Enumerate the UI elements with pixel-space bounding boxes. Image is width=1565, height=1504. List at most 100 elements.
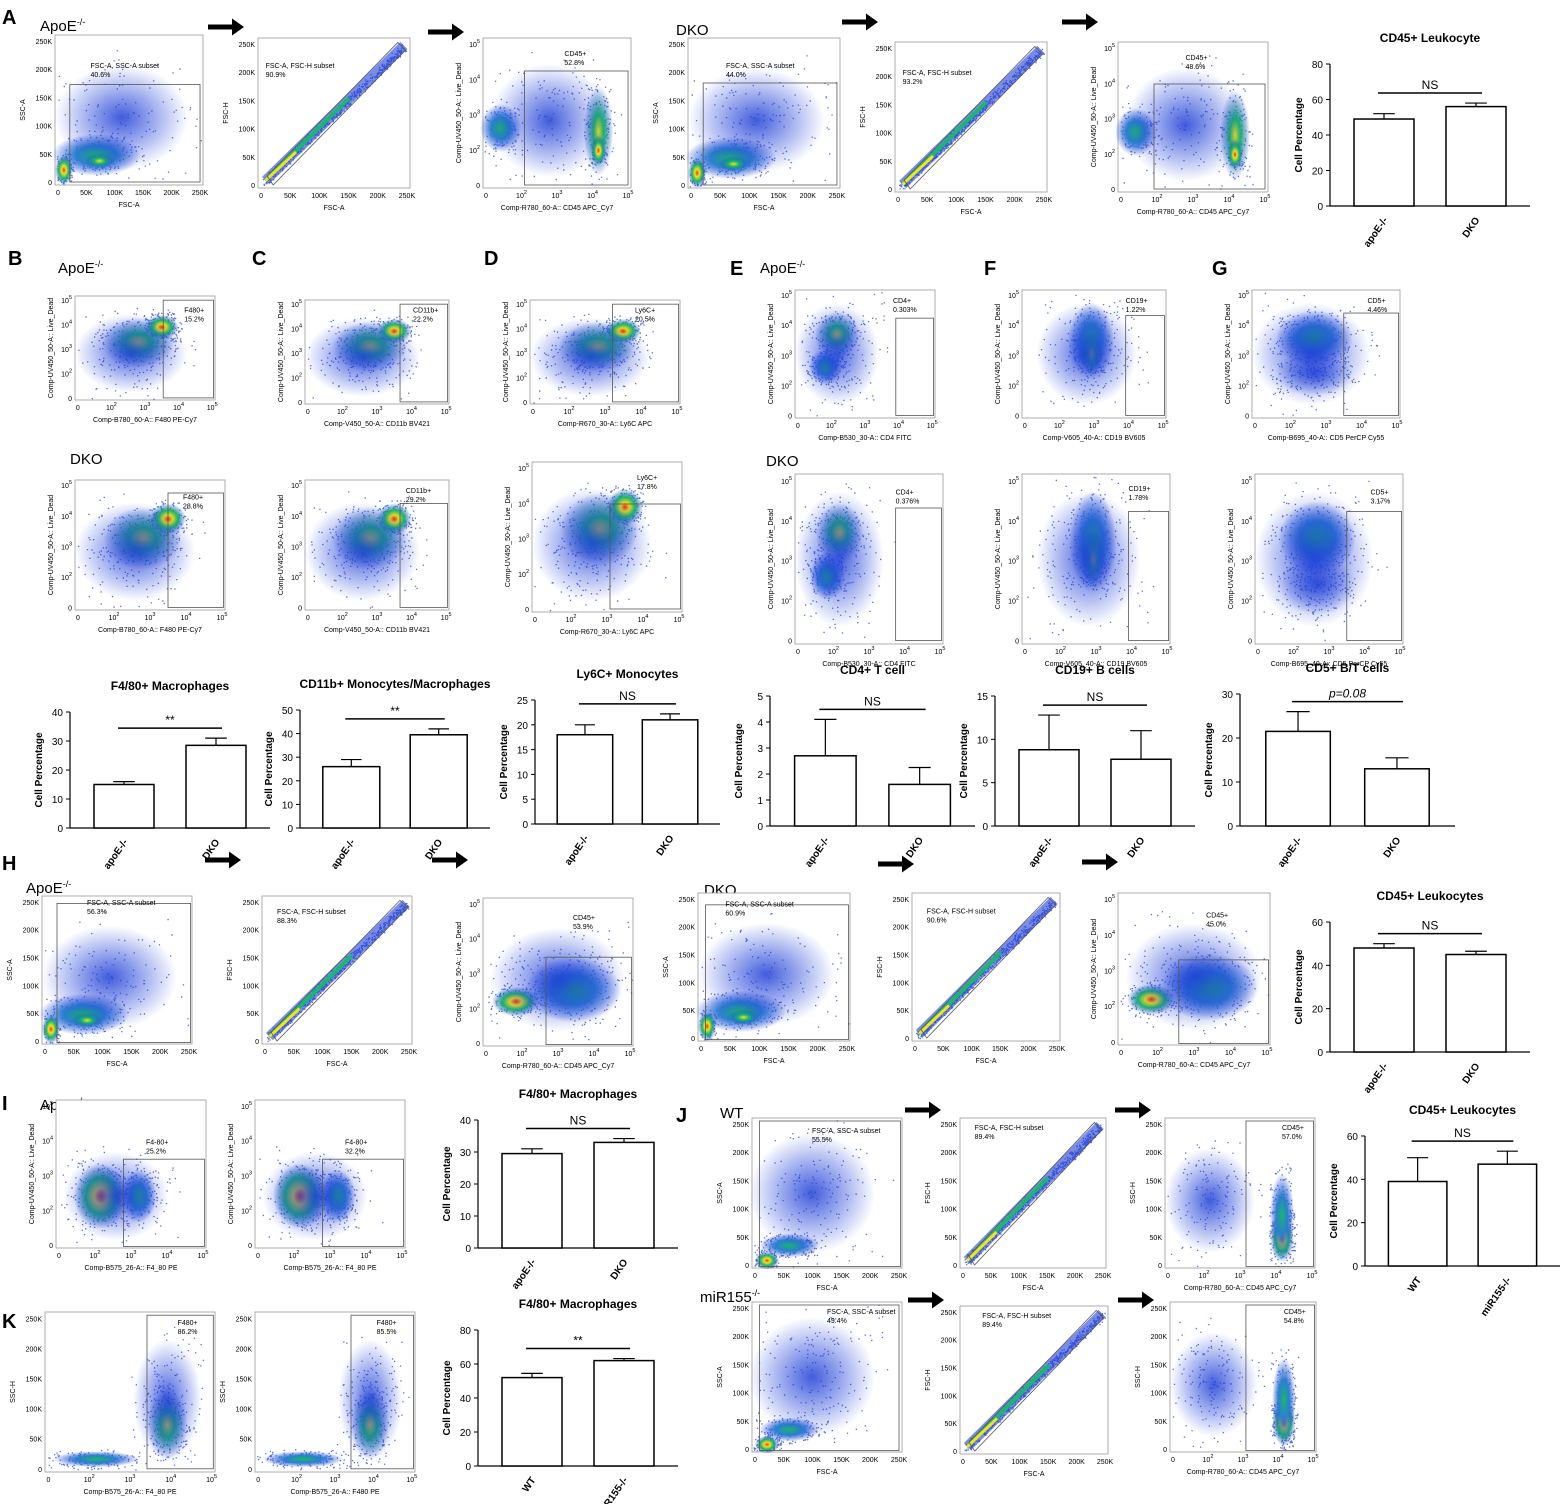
gate-rectangle — [1245, 1304, 1315, 1451]
flow-plot-J1: FSC-A, SSC-A subset 55.5% 0 50K 100K 150K 200K… — [717, 1117, 907, 1292]
tick-label: 103 — [860, 420, 871, 430]
gate-percentage: 60.9% — [725, 910, 745, 917]
y-axis-label: SSC-A — [20, 99, 27, 121]
gate-rectangle — [167, 492, 224, 608]
tick-label: 150K — [977, 197, 994, 204]
tick-label: 102 — [1199, 1270, 1210, 1280]
tick-label: 0 — [259, 193, 263, 200]
y-tick-label: 40 — [1312, 961, 1324, 972]
arrow — [1118, 1291, 1154, 1309]
x-axis-label: FSC-A — [754, 205, 775, 212]
gate-rectangle — [545, 956, 632, 1045]
gate-name: FSC-A, FSC-H subset — [982, 1313, 1051, 1320]
tick-label: 102 — [1285, 420, 1296, 430]
gate-name: CD4+ — [896, 489, 914, 496]
tick-label: 0 — [888, 187, 892, 194]
flow-plot-H3: CD45+ 53.9% 0 102 103 104 105 0 102 103 104 105 Comp… — [456, 897, 635, 1070]
tick-label: 250K — [941, 1122, 958, 1129]
tick-label: 102 — [517, 1048, 528, 1058]
tick-label: 150K — [236, 1377, 253, 1384]
gate-percentage: 53.9% — [573, 924, 593, 931]
tick-label: 0 — [76, 405, 80, 412]
gate-name: CD19+ — [1129, 486, 1151, 493]
tick-label: 100K — [239, 127, 256, 134]
tick-label: 105 — [291, 299, 302, 309]
tick-label: 104 — [1008, 320, 1019, 330]
y-tick-label: 0 — [982, 822, 988, 833]
tick-label: 103 — [1238, 350, 1249, 360]
y-tick-label: 20 — [517, 721, 529, 732]
tick-label: 100K — [948, 197, 965, 204]
tick-label: 150K — [239, 98, 256, 105]
tick-label: 0 — [298, 400, 302, 407]
tick-label: 50K — [737, 1235, 750, 1242]
tick-label: 103 — [126, 1250, 137, 1260]
y-tick-label: 20 — [52, 766, 64, 777]
tick-label: 50K — [985, 1273, 998, 1280]
tick-label: 104 — [899, 646, 910, 656]
tick-label: 0 — [68, 605, 72, 612]
y-tick-label: 15 — [977, 692, 989, 703]
tick-label: 102 — [106, 402, 117, 412]
y-axis-label: FSC-H — [227, 959, 234, 980]
tick-label: 0 — [953, 1449, 957, 1456]
y-axis-label: Comp-UV450_50-A:: Live_Dead — [505, 487, 512, 587]
tick-label: 250K — [1146, 1122, 1163, 1129]
chart-title: CD5+ B/T cells — [1306, 661, 1390, 675]
chart-title: CD4+ T cell — [840, 663, 905, 677]
arrow — [1082, 853, 1118, 871]
density-blob — [75, 502, 195, 601]
gate-rectangle — [1346, 510, 1402, 641]
gate-percentage: 15.2% — [184, 317, 204, 324]
x-axis-label: Comp-R780_60-A:: CD45 APC_Cy7 — [1187, 1469, 1300, 1476]
tick-label: 0 — [1015, 413, 1019, 420]
tick-label: 0 — [1256, 649, 1260, 656]
y-axis-label: Cell Percentage — [1294, 97, 1305, 172]
tick-label: 0 — [1119, 1050, 1123, 1057]
tick-label: 104 — [361, 1250, 372, 1260]
tick-label: 0 — [1171, 1457, 1175, 1464]
density-cloud — [75, 307, 197, 401]
x-axis-label: Comp-B575_26-A:: F4_80 PE — [284, 1265, 377, 1272]
tick-label: 0 — [38, 1467, 42, 1474]
tick-label: 104 — [1126, 646, 1137, 656]
tick-label: 100K — [1012, 1459, 1029, 1466]
flow-plot-I2: F4-80+ 32.2% 0 102 103 104 105 0 102 103 104 105 Com… — [228, 1099, 407, 1272]
gate-name: FSC-A, FSC-H subset — [927, 909, 996, 916]
tick-label: 250K — [1036, 197, 1053, 204]
y-tick-label: 40 — [1347, 1175, 1359, 1186]
density-cloud — [684, 55, 838, 188]
tick-label: 150K — [123, 1049, 140, 1056]
x-axis-label: Comp-R670_30-A:: Ly6C APC — [560, 629, 654, 636]
tick-label: 103 — [1008, 350, 1019, 360]
gate-rectangle — [1153, 83, 1266, 190]
tick-label: 105 — [441, 612, 452, 622]
tick-label: 150K — [941, 1366, 958, 1373]
x-axis-label: FSC-A — [961, 209, 982, 216]
tick-label: 0 — [745, 1263, 749, 1270]
tick-label: 104 — [1238, 320, 1249, 330]
tick-label: 200K — [810, 1046, 827, 1053]
y-axis-label: Comp-UV450_50-A:: Live_Dead — [1091, 67, 1098, 167]
tick-label: 50K — [724, 1046, 737, 1053]
tick-label: 0 — [255, 1039, 259, 1046]
y-tick-label: 60 — [1312, 96, 1324, 107]
bar-1 — [1110, 758, 1172, 827]
category-label: DKO — [1126, 835, 1148, 860]
tick-label: 103 — [602, 614, 613, 624]
gate-percentage: 44.0% — [726, 72, 746, 79]
gate-rectangle — [56, 903, 191, 1043]
y-tick-label: 60 — [1312, 918, 1324, 929]
density-blob — [55, 65, 189, 170]
tick-label: 100K — [1146, 1207, 1163, 1214]
tick-label: 150K — [135, 190, 152, 197]
tick-label: 250K — [669, 42, 686, 49]
density-cloud — [963, 1121, 1104, 1266]
tick-label: 150K — [941, 1178, 958, 1185]
gate-name: FSC-A, FSC-H subset — [266, 63, 335, 70]
gate-rectangle — [399, 502, 448, 608]
significance-label: ** — [390, 704, 400, 718]
tick-label: 250K — [941, 1310, 958, 1317]
arrow — [1062, 13, 1098, 31]
chart-title: Ly6C+ Monocytes — [577, 667, 679, 681]
